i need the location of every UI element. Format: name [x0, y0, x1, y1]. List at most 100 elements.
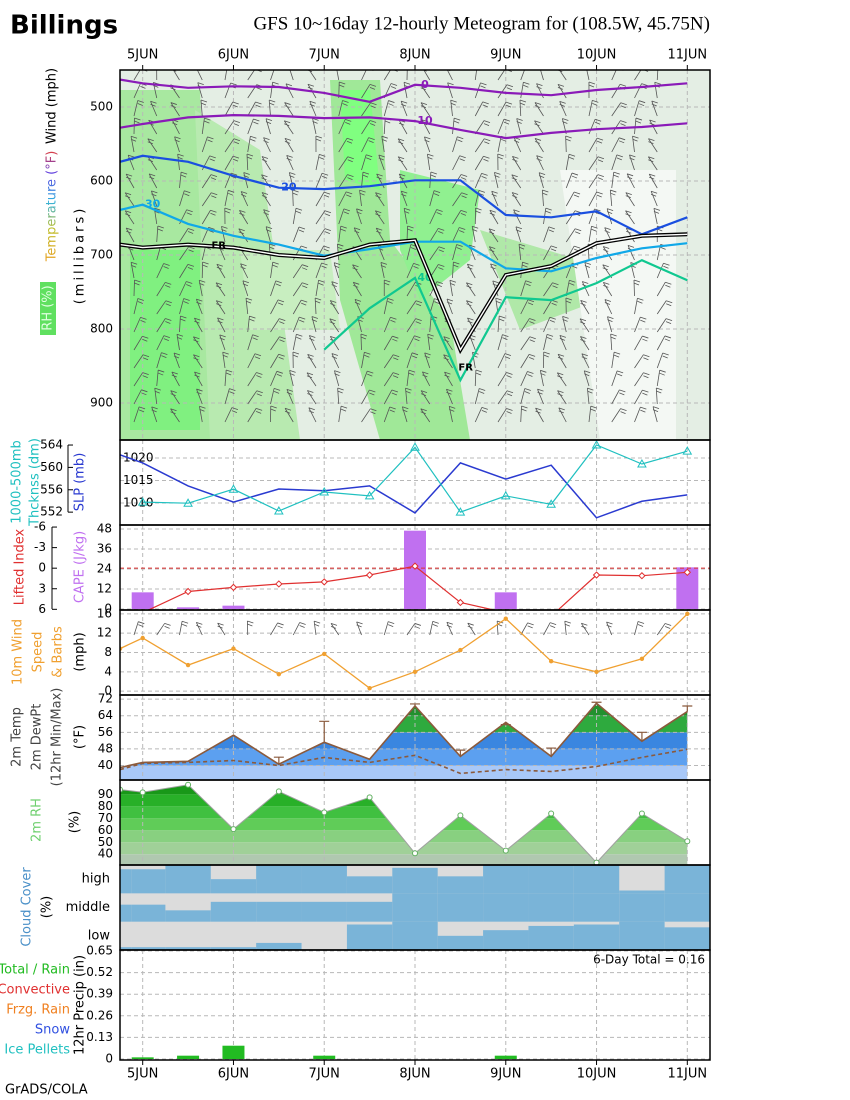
- y2-tick-label: 36: [97, 542, 112, 556]
- barb: [215, 282, 226, 297]
- barb: [224, 70, 228, 81]
- barb: [656, 369, 666, 387]
- panel-frame: [119, 949, 711, 1061]
- barb: [406, 369, 416, 387]
- barb: [224, 189, 235, 207]
- barb: [338, 118, 352, 135]
- barb: [338, 405, 348, 423]
- barb: [360, 333, 368, 351]
- barb: [179, 228, 195, 243]
- precip-bar: [131, 1057, 154, 1060]
- barb: [219, 334, 226, 351]
- cloud-block: [256, 942, 302, 950]
- y-tick-label: -3: [34, 540, 46, 554]
- barb: [565, 228, 582, 243]
- barb: [634, 406, 647, 423]
- wind-marker: [276, 672, 282, 677]
- cloud-block: [437, 876, 484, 894]
- barb: [311, 316, 319, 333]
- cloud-block: [483, 865, 529, 894]
- barb: [629, 154, 636, 171]
- precip-bar: [222, 1045, 245, 1060]
- barb: [383, 354, 400, 369]
- barb: [354, 299, 362, 315]
- barb: [406, 263, 420, 279]
- barb: [565, 135, 572, 153]
- barb: [239, 209, 249, 225]
- barb: [151, 406, 158, 423]
- barb: [497, 353, 512, 369]
- barb: [520, 318, 536, 333]
- barb: [452, 209, 468, 225]
- cloud-block: [120, 947, 132, 950]
- barb: [543, 334, 554, 351]
- barb: [559, 101, 567, 117]
- wind-axis-label: Speed: [31, 632, 46, 673]
- barb: [421, 371, 431, 387]
- barb: [538, 172, 546, 189]
- barb: [520, 336, 536, 351]
- x-tick-label: 5JUN: [127, 1067, 158, 1082]
- barb: [361, 389, 376, 405]
- y-tick-label: 0: [104, 684, 112, 698]
- barb: [588, 191, 603, 207]
- thickness-marker: [455, 507, 466, 516]
- barb: [173, 352, 181, 369]
- li-marker: [184, 587, 192, 596]
- rh-marker: [593, 859, 600, 865]
- barb: [452, 244, 463, 261]
- y-tick-label: -6: [34, 520, 46, 534]
- barb: [610, 333, 617, 351]
- barb: [383, 335, 399, 351]
- barb: [634, 335, 649, 351]
- barb: [193, 354, 203, 369]
- rh-area: [240, 250, 340, 330]
- barb: [289, 370, 296, 387]
- thickness-marker: [637, 459, 647, 468]
- thickness-marker: [364, 490, 375, 500]
- thickness-marker: [273, 506, 284, 515]
- barb: [520, 371, 534, 387]
- wind-marker: [548, 658, 554, 664]
- barb: [420, 390, 431, 405]
- barb: [170, 390, 180, 405]
- barb: [520, 81, 530, 99]
- barb: [333, 262, 341, 279]
- barb: [406, 623, 422, 636]
- barb: [315, 153, 326, 171]
- barb: [263, 209, 271, 225]
- barb: [383, 372, 400, 387]
- barb: [176, 333, 184, 351]
- y-tick-label: 900: [90, 396, 113, 410]
- barb: [247, 353, 262, 369]
- barb: [497, 408, 513, 423]
- barb: [179, 171, 188, 189]
- isotherm-label: 20: [281, 181, 297, 194]
- barb: [656, 335, 672, 351]
- cloud-block: [210, 879, 257, 894]
- max-whisker: [319, 720, 330, 743]
- li-marker: [683, 568, 692, 577]
- barb: [201, 174, 218, 189]
- barb: [488, 246, 499, 261]
- barb: [634, 100, 646, 117]
- rh-band: [120, 854, 688, 865]
- y-tick-label: 600: [90, 174, 113, 188]
- wind-marker: [685, 611, 690, 617]
- barb: [179, 281, 193, 297]
- y-tick-label: 700: [90, 248, 113, 262]
- wind-marker: [140, 635, 145, 641]
- barb: [247, 372, 263, 387]
- barb: [263, 137, 271, 153]
- wind-marker: [412, 669, 418, 675]
- isotherm: [120, 154, 688, 236]
- barb: [315, 279, 325, 297]
- barb: [133, 372, 149, 387]
- barb: [125, 227, 135, 243]
- barb: [539, 369, 547, 387]
- y-tick-label: 70: [98, 811, 113, 825]
- precip-bar: [494, 1055, 517, 1060]
- barb: [243, 172, 250, 189]
